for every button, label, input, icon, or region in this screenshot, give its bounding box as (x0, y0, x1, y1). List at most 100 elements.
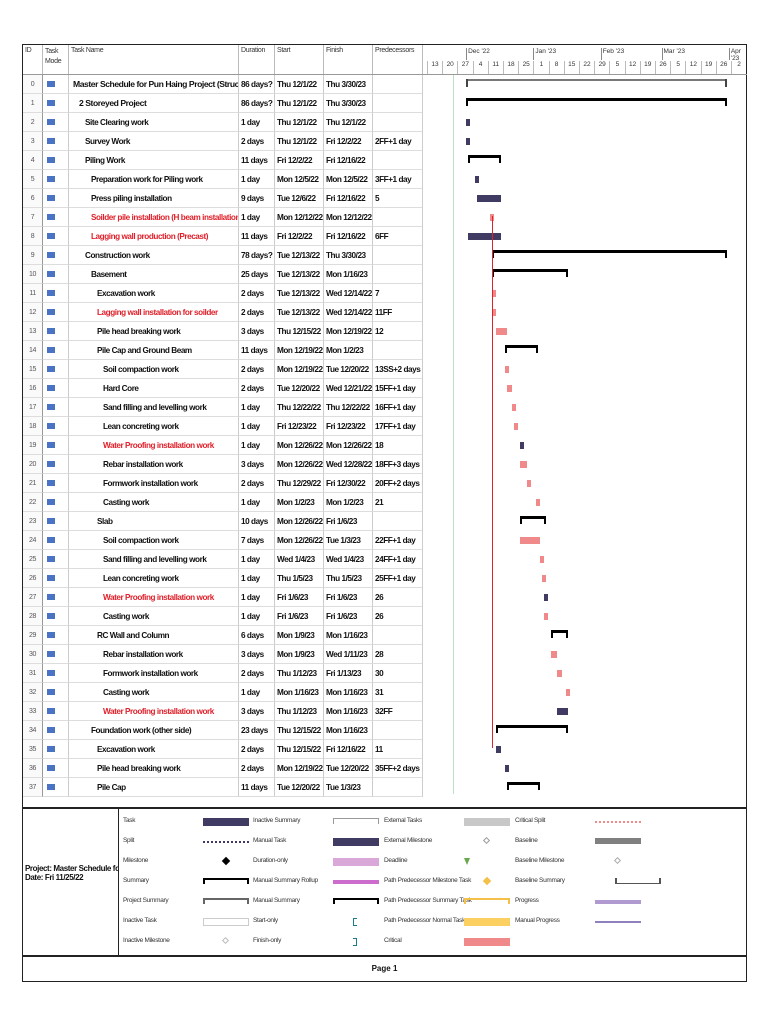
task-predecessors[interactable]: 15FF+1 day (373, 379, 423, 398)
task-duration[interactable]: 3 days (239, 702, 275, 721)
table-row[interactable]: 27 Water Proofing installation work 1 da… (23, 588, 423, 607)
critical-bar[interactable] (526, 480, 532, 487)
table-row[interactable]: 18 Lean concreting work 1 day Fri 12/23/… (23, 417, 423, 436)
task-name[interactable]: Lean concreting work (69, 417, 239, 436)
task-name[interactable]: Master Schedule for Pun Haing Project (S… (69, 75, 239, 94)
task-start[interactable]: Thu 12/22/22 (275, 398, 324, 417)
table-row[interactable]: 0 Master Schedule for Pun Haing Project … (23, 75, 423, 94)
task-predecessors[interactable]: 3FF+1 day (373, 170, 423, 189)
task-predecessors[interactable]: 12 (373, 322, 423, 341)
table-row[interactable]: 33 Water Proofing installation work 3 da… (23, 702, 423, 721)
task-finish[interactable]: Thu 1/5/23 (324, 569, 373, 588)
task-start[interactable]: Mon 1/9/23 (275, 645, 324, 664)
task-duration[interactable]: 86 days? (239, 75, 275, 94)
task-name[interactable]: Formwork installation work (69, 664, 239, 683)
task-start[interactable]: Tue 12/20/22 (275, 778, 324, 797)
task-bar[interactable] (476, 195, 501, 202)
task-start[interactable]: Tue 12/13/22 (275, 284, 324, 303)
task-start[interactable]: Mon 12/26/22 (275, 512, 324, 531)
task-predecessors[interactable]: 20FF+2 days (373, 474, 423, 493)
task-predecessors[interactable] (373, 626, 423, 645)
task-name[interactable]: Casting work (69, 683, 239, 702)
task-name[interactable]: Pile Cap (69, 778, 239, 797)
task-start[interactable]: Tue 12/20/22 (275, 379, 324, 398)
task-duration[interactable]: 1 day (239, 607, 275, 626)
critical-bar[interactable] (539, 556, 544, 563)
task-start[interactable]: Thu 12/1/22 (275, 113, 324, 132)
task-duration[interactable]: 3 days (239, 455, 275, 474)
critical-bar[interactable] (513, 423, 518, 430)
task-predecessors[interactable]: 31 (373, 683, 423, 702)
table-row[interactable]: 7 Soilder pile installation (H beam inst… (23, 208, 423, 227)
table-row[interactable]: 17 Sand filling and levelling work 1 day… (23, 398, 423, 417)
task-start[interactable]: Thu 12/15/22 (275, 721, 324, 740)
task-start[interactable]: Mon 12/12/22 (275, 208, 324, 227)
task-finish[interactable]: Thu 12/22/22 (324, 398, 373, 417)
task-predecessors[interactable]: 22FF+1 day (373, 531, 423, 550)
table-row[interactable]: 14 Pile Cap and Ground Beam 11 days Mon … (23, 341, 423, 360)
task-duration[interactable]: 11 days (239, 151, 275, 170)
task-duration[interactable]: 2 days (239, 759, 275, 778)
task-duration[interactable]: 1 day (239, 569, 275, 588)
task-name[interactable]: Construction work (69, 246, 239, 265)
task-name[interactable]: Water Proofing installation work (69, 588, 239, 607)
table-row[interactable]: 1 2 Storeyed Project 86 days? Thu 12/1/2… (23, 94, 423, 113)
task-predecessors[interactable]: 26 (373, 607, 423, 626)
task-finish[interactable]: Mon 12/5/22 (324, 170, 373, 189)
task-start[interactable]: Fri 1/6/23 (275, 588, 324, 607)
task-predecessors[interactable]: 11FF (373, 303, 423, 322)
table-row[interactable]: 13 Pile head breaking work 3 days Thu 12… (23, 322, 423, 341)
task-finish[interactable]: Mon 12/26/22 (324, 436, 373, 455)
task-predecessors[interactable] (373, 721, 423, 740)
task-finish[interactable]: Tue 1/3/23 (324, 531, 373, 550)
task-finish[interactable]: Fri 1/13/23 (324, 664, 373, 683)
summary-bar[interactable] (468, 155, 501, 163)
task-bar[interactable] (466, 119, 471, 126)
task-name[interactable]: Lagging wall installation for soilder (69, 303, 239, 322)
task-start[interactable]: Mon 1/9/23 (275, 626, 324, 645)
task-finish[interactable]: Fri 1/6/23 (324, 588, 373, 607)
task-duration[interactable]: 1 day (239, 550, 275, 569)
task-start[interactable]: Thu 12/15/22 (275, 740, 324, 759)
critical-bar[interactable] (492, 309, 497, 316)
task-finish[interactable]: Mon 1/16/23 (324, 265, 373, 284)
task-start[interactable]: Thu 1/12/23 (275, 702, 324, 721)
task-name[interactable]: RC Wall and Column (69, 626, 239, 645)
table-row[interactable]: 16 Hard Core 2 days Tue 12/20/22 Wed 12/… (23, 379, 423, 398)
task-bar[interactable] (557, 708, 569, 715)
task-finish[interactable]: Tue 12/20/22 (324, 360, 373, 379)
task-name[interactable]: Soil compaction work (69, 531, 239, 550)
task-duration[interactable]: 2 days (239, 303, 275, 322)
task-name[interactable]: Basement (69, 265, 239, 284)
task-name[interactable]: Pile head breaking work (69, 759, 239, 778)
task-predecessors[interactable] (373, 151, 423, 170)
table-row[interactable]: 32 Casting work 1 day Mon 1/16/23 Mon 1/… (23, 683, 423, 702)
task-bar[interactable] (505, 765, 510, 772)
task-duration[interactable]: 2 days (239, 474, 275, 493)
task-name[interactable]: Rebar installation work (69, 455, 239, 474)
task-bar[interactable] (520, 442, 525, 449)
task-name[interactable]: Press piling installation (69, 189, 239, 208)
critical-bar[interactable] (542, 575, 547, 582)
task-name[interactable]: Formwork installation work (69, 474, 239, 493)
task-duration[interactable]: 2 days (239, 360, 275, 379)
task-finish[interactable]: Mon 1/16/23 (324, 721, 373, 740)
task-start[interactable]: Thu 12/15/22 (275, 322, 324, 341)
task-finish[interactable]: Fri 1/6/23 (324, 512, 373, 531)
task-name[interactable]: Foundation work (other side) (69, 721, 239, 740)
table-row[interactable]: 19 Water Proofing installation work 1 da… (23, 436, 423, 455)
table-row[interactable]: 11 Excavation work 2 days Tue 12/13/22 W… (23, 284, 423, 303)
table-row[interactable]: 23 Slab 10 days Mon 12/26/22 Fri 1/6/23 (23, 512, 423, 531)
table-row[interactable]: 37 Pile Cap 11 days Tue 12/20/22 Tue 1/3… (23, 778, 423, 797)
task-duration[interactable]: 1 day (239, 436, 275, 455)
task-start[interactable]: Mon 1/2/23 (275, 493, 324, 512)
task-start[interactable]: Mon 12/19/22 (275, 341, 324, 360)
task-start[interactable]: Tue 12/13/22 (275, 265, 324, 284)
summary-bar[interactable] (466, 98, 727, 106)
critical-bar[interactable] (507, 385, 512, 392)
task-name[interactable]: Sand filling and levelling work (69, 550, 239, 569)
task-name[interactable]: Soilder pile installation (H beam instal… (69, 208, 239, 227)
task-start[interactable]: Fri 12/2/22 (275, 151, 324, 170)
task-duration[interactable]: 3 days (239, 645, 275, 664)
table-row[interactable]: 28 Casting work 1 day Fri 1/6/23 Fri 1/6… (23, 607, 423, 626)
